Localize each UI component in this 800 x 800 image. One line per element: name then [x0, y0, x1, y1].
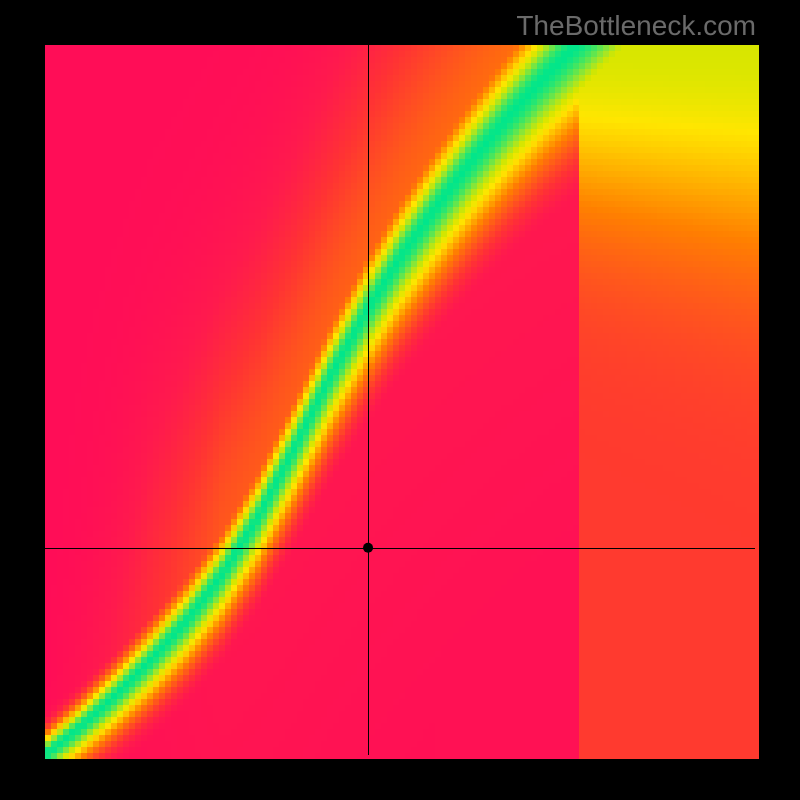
watermark-text: TheBottleneck.com: [516, 10, 756, 42]
bottleneck-heatmap: [0, 0, 800, 800]
chart-container: TheBottleneck.com: [0, 0, 800, 800]
